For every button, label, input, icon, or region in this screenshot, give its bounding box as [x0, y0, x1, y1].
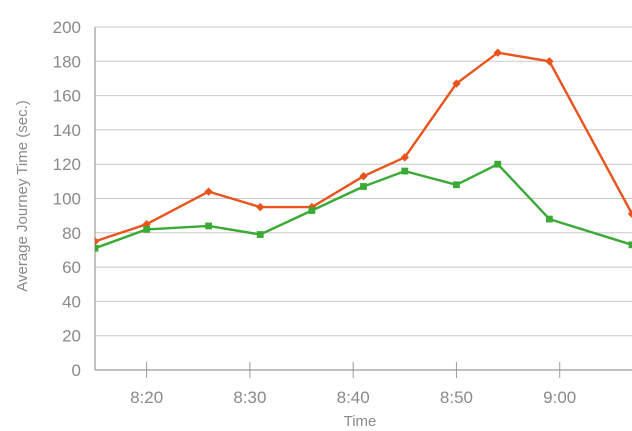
series-1-line [95, 51, 632, 243]
series-2-marker [360, 183, 367, 190]
series-2-marker [95, 244, 99, 252]
series-1-marker [627, 209, 632, 219]
series-1-marker [400, 153, 410, 162]
series-1-marker [95, 237, 100, 246]
series-1-marker [452, 79, 461, 88]
series-2-marker [143, 225, 151, 233]
y-tick-label: 200 [53, 18, 81, 37]
y-tick-label: 40 [62, 292, 81, 311]
series-2-marker [401, 167, 409, 175]
y-tick-label: 60 [62, 258, 81, 277]
x-tick-label: 8:20 [130, 388, 163, 407]
series-2-marker [494, 160, 502, 168]
series-1-marker [256, 202, 265, 212]
series-1-marker [493, 48, 502, 57]
series-2-marker [205, 222, 212, 230]
x-tick-label: 8:40 [337, 388, 370, 407]
series-2-marker [545, 215, 553, 223]
x-tick-label: 8:30 [233, 388, 266, 407]
series-layer [95, 48, 632, 252]
y-tick-label: 180 [53, 52, 81, 71]
series-2-marker [308, 207, 316, 214]
series-2-marker [628, 241, 632, 249]
y-tick-label: 140 [53, 121, 81, 140]
tick-labels: 0 20 40 60 80 100 120 140 160 180 200 8:20 8:30 8:40 8… [53, 18, 577, 407]
series-2-marker [256, 231, 264, 238]
x-tick-label: 8:50 [440, 388, 473, 407]
series-1-marker [545, 57, 554, 66]
y-tick-label: 100 [53, 190, 81, 209]
y-tick-label: 120 [53, 155, 81, 174]
series-2-marker [453, 181, 460, 189]
x-tick-label: 9:00 [543, 388, 576, 407]
y-axis-title: Average Journey Time (sec.) [14, 100, 31, 291]
x-axis-title: Time [344, 413, 377, 430]
series-1-marker [359, 172, 368, 181]
gridlines [95, 26, 632, 337]
y-tick-label: 0 [72, 361, 81, 380]
y-tick-label: 160 [53, 87, 81, 106]
y-tick-label: 20 [62, 327, 81, 346]
series-1-marker [204, 187, 213, 196]
y-tick-label: 80 [62, 224, 81, 243]
axes [94, 27, 632, 378]
